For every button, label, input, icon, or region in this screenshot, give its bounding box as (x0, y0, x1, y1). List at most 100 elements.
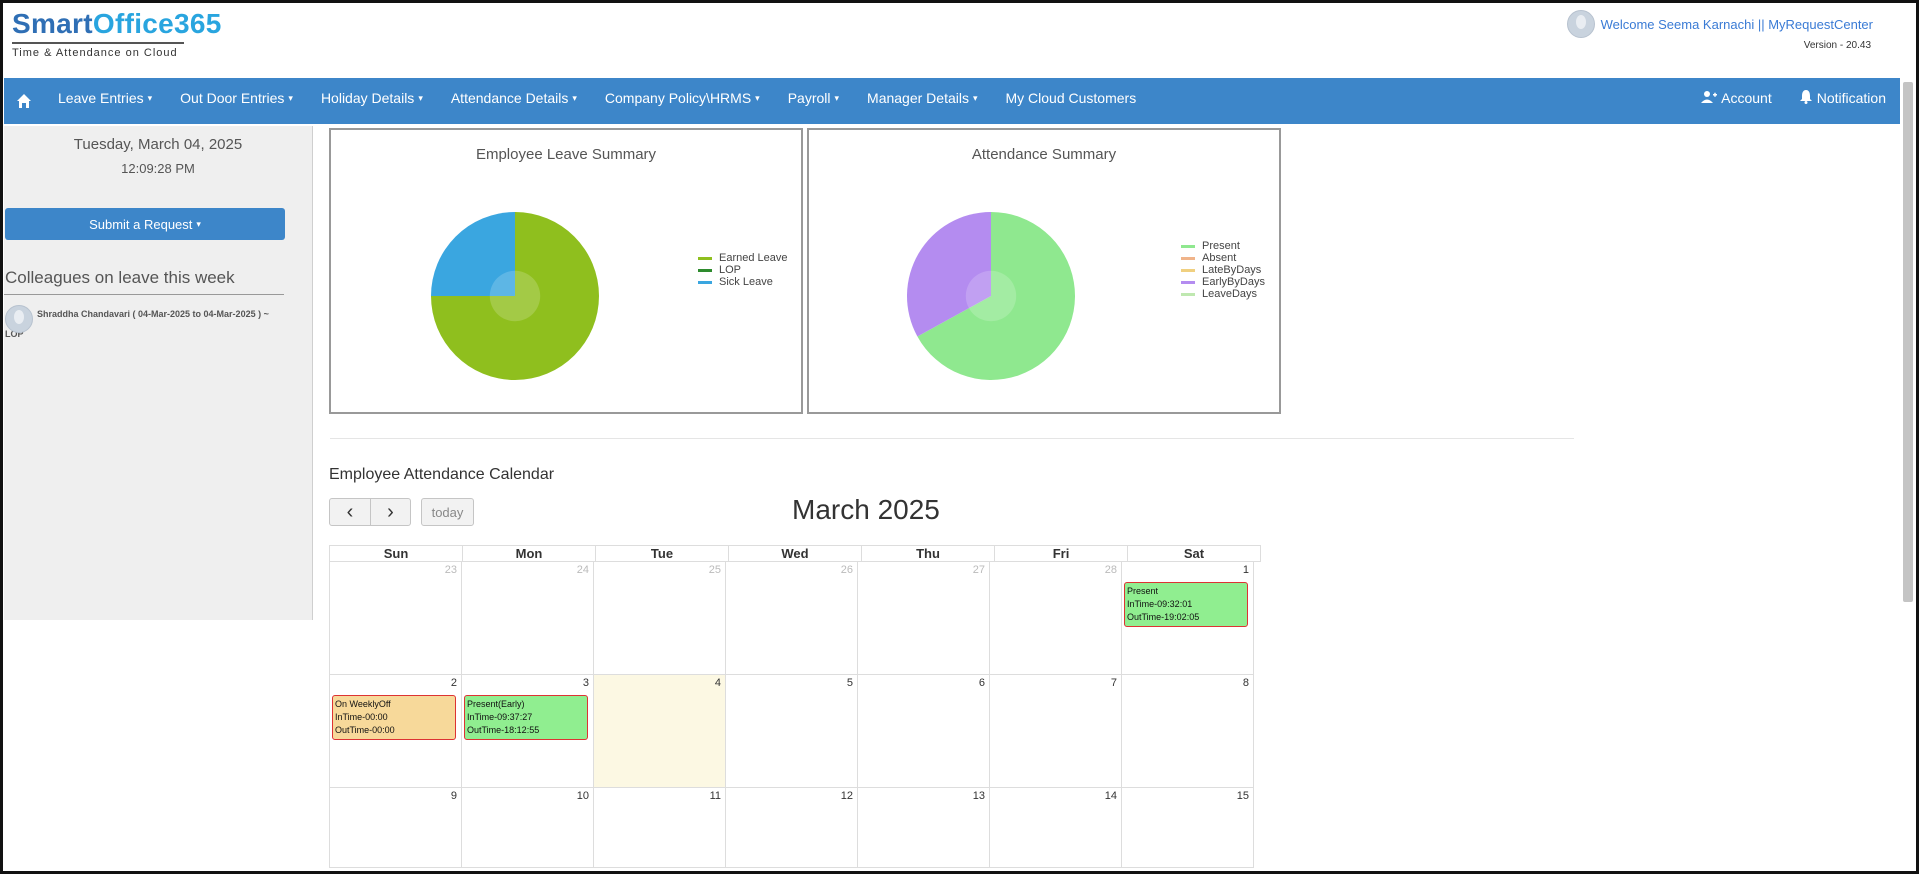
calendar-day-cell-today[interactable]: 4 (594, 675, 726, 788)
calendar-day-cell[interactable]: 26 (726, 562, 858, 675)
nav-out-door-entries[interactable]: Out Door Entries ▾ (166, 78, 307, 124)
nav-attendance-details[interactable]: Attendance Details ▾ (437, 78, 591, 124)
legend-item: Earned Leave (698, 252, 788, 264)
nav-leave-entries[interactable]: Leave Entries ▾ (44, 78, 166, 124)
colleague-entry-type: LOP (5, 329, 24, 339)
event-in-time: InTime-09:32:01 (1127, 599, 1193, 609)
leave-legend: Earned Leave LOP Sick Leave (698, 252, 788, 288)
calendar-day-cell[interactable]: 8 (1122, 675, 1254, 788)
attendance-event[interactable]: On WeeklyOff InTime-00:00 OutTime-00:00 (332, 695, 456, 740)
nav-payroll[interactable]: Payroll ▾ (774, 78, 853, 124)
weekday-header: Thu (862, 545, 995, 562)
legend-swatch (1181, 268, 1195, 272)
nav-label: Out Door Entries (180, 90, 285, 106)
caret-icon: ▾ (834, 93, 840, 103)
calendar-day-cell[interactable]: 10 (462, 788, 594, 868)
calendar-day-cell[interactable]: 15 (1122, 788, 1254, 868)
leave-summary-title: Employee Leave Summary (475, 146, 657, 163)
calendar-day-cell[interactable]: 11 (594, 788, 726, 868)
calendar-week-row: 23 24 25 26 27 28 1 Present InTime-09:32… (330, 562, 1262, 675)
calendar-day-cell[interactable]: 23 (330, 562, 462, 675)
calendar-day-cell[interactable]: 13 (858, 788, 990, 868)
calendar-day-cell[interactable]: 2 On WeeklyOff InTime-00:00 OutTime-00:0… (330, 675, 462, 788)
today-button[interactable]: today (421, 498, 474, 526)
caret-icon: ▾ (288, 93, 293, 103)
today-label: today (431, 504, 464, 520)
colleagues-divider (4, 294, 284, 295)
home-icon[interactable] (4, 78, 44, 124)
weekday-header: Sat (1128, 545, 1261, 562)
nav-account[interactable]: Account (1687, 78, 1786, 124)
nav-manager-details[interactable]: Manager Details ▾ (853, 78, 991, 124)
weekday-header: Sun (330, 545, 463, 562)
logo-rule (12, 42, 184, 44)
calendar-day-cell[interactable]: 6 (858, 675, 990, 788)
calendar-day-cell[interactable]: 27 (858, 562, 990, 675)
weekday-header: Fri (995, 545, 1128, 562)
leave-pie-chart (431, 212, 599, 380)
legend-item: LeaveDays (1181, 288, 1265, 300)
attendance-event[interactable]: Present InTime-09:32:01 OutTime-19:02:05 (1124, 582, 1248, 627)
day-number: 9 (450, 790, 457, 802)
day-number: 2 (450, 677, 457, 689)
calendar-day-cell[interactable]: 1 Present InTime-09:32:01 OutTime-19:02:… (1122, 562, 1254, 675)
nav-label: Attendance Details (450, 90, 569, 106)
calendar-day-cell[interactable]: 25 (594, 562, 726, 675)
caret-icon: ▾ (972, 93, 978, 103)
submit-request-button[interactable]: Submit a Request ▾ (5, 208, 285, 240)
attendance-event[interactable]: Present(Early) InTime-09:37:27 OutTime-1… (464, 695, 588, 740)
calendar-day-cell[interactable]: 7 (990, 675, 1122, 788)
current-date: Tuesday, March 04, 2025 (73, 136, 243, 153)
legend-label: Absent (1202, 252, 1237, 264)
nav-my-cloud-customers[interactable]: My Cloud Customers (992, 78, 1151, 124)
legend-swatch (1181, 256, 1195, 260)
event-status: On WeeklyOff (335, 699, 391, 709)
legend-item: EarlyByDays (1181, 276, 1265, 288)
calendar-week-row: 9 10 11 12 13 14 15 (330, 788, 1262, 868)
day-number: 25 (708, 564, 721, 576)
event-out-time: OutTime-18:12:55 (467, 725, 540, 735)
day-number: 26 (840, 564, 853, 576)
calendar-day-cell[interactable]: 12 (726, 788, 858, 868)
day-number: 15 (1236, 790, 1249, 802)
nav-company-policy[interactable]: Company Policy\HRMS ▾ (591, 78, 774, 124)
main-navbar: Leave Entries ▾ Out Door Entries ▾ Holiday… (4, 78, 1900, 124)
app-logo[interactable]: SmartOffice365 Time & Attendance on Clou… (12, 8, 222, 59)
day-number: 11 (709, 790, 721, 802)
next-month-button[interactable]: › (370, 498, 411, 526)
weekday-header: Tue (596, 545, 729, 562)
calendar-heading: Employee Attendance Calendar (329, 466, 555, 483)
version-label: Version - 20.43 (1803, 40, 1871, 51)
event-out-time: OutTime-00:00 (335, 725, 395, 735)
day-number: 7 (1110, 677, 1117, 689)
event-out-time: OutTime-19:02:05 (1127, 612, 1200, 622)
welcome-link[interactable]: Welcome Seema Karnachi || MyRequestCente… (1600, 16, 1873, 32)
colleague-entry: Shraddha Chandavari ( 04-Mar-2025 to 04-… (37, 309, 269, 319)
logo-tagline: Time & Attendance on Cloud (12, 47, 178, 59)
nav-holiday-details[interactable]: Holiday Details ▾ (307, 78, 437, 124)
caret-icon: ▾ (755, 93, 760, 103)
colleague-item: Shraddha Chandavari ( 04-Mar-2025 to 04-… (4, 305, 312, 333)
prev-month-button[interactable]: ‹ (329, 498, 371, 526)
pie-slice-earlybydays[interactable] (907, 212, 991, 337)
current-time: 12:09:28 PM (121, 161, 195, 176)
calendar-day-cell[interactable]: 9 (330, 788, 462, 868)
calendar-day-cell[interactable]: 24 (462, 562, 594, 675)
pie-slice-sick-leave[interactable] (431, 212, 515, 296)
legend-swatch (1181, 292, 1195, 296)
legend-label: Present (1202, 240, 1240, 252)
page-scrollbar[interactable] (1903, 82, 1913, 602)
calendar-day-cell[interactable]: 28 (990, 562, 1122, 675)
calendar-day-cell[interactable]: 5 (726, 675, 858, 788)
legend-label: LOP (719, 264, 742, 276)
calendar-day-cell[interactable]: 3 Present(Early) InTime-09:37:27 OutTime… (462, 675, 594, 788)
pie-slice-present[interactable] (917, 212, 1075, 380)
day-number: 8 (1242, 677, 1249, 689)
nav-notification[interactable]: Notification (1786, 78, 1900, 124)
chevron-left-icon: ‹ (346, 500, 354, 523)
caret-icon: ▾ (196, 218, 201, 229)
calendar-day-cell[interactable]: 14 (990, 788, 1122, 868)
day-number: 27 (972, 564, 985, 576)
nav-label: Leave Entries (58, 90, 144, 106)
